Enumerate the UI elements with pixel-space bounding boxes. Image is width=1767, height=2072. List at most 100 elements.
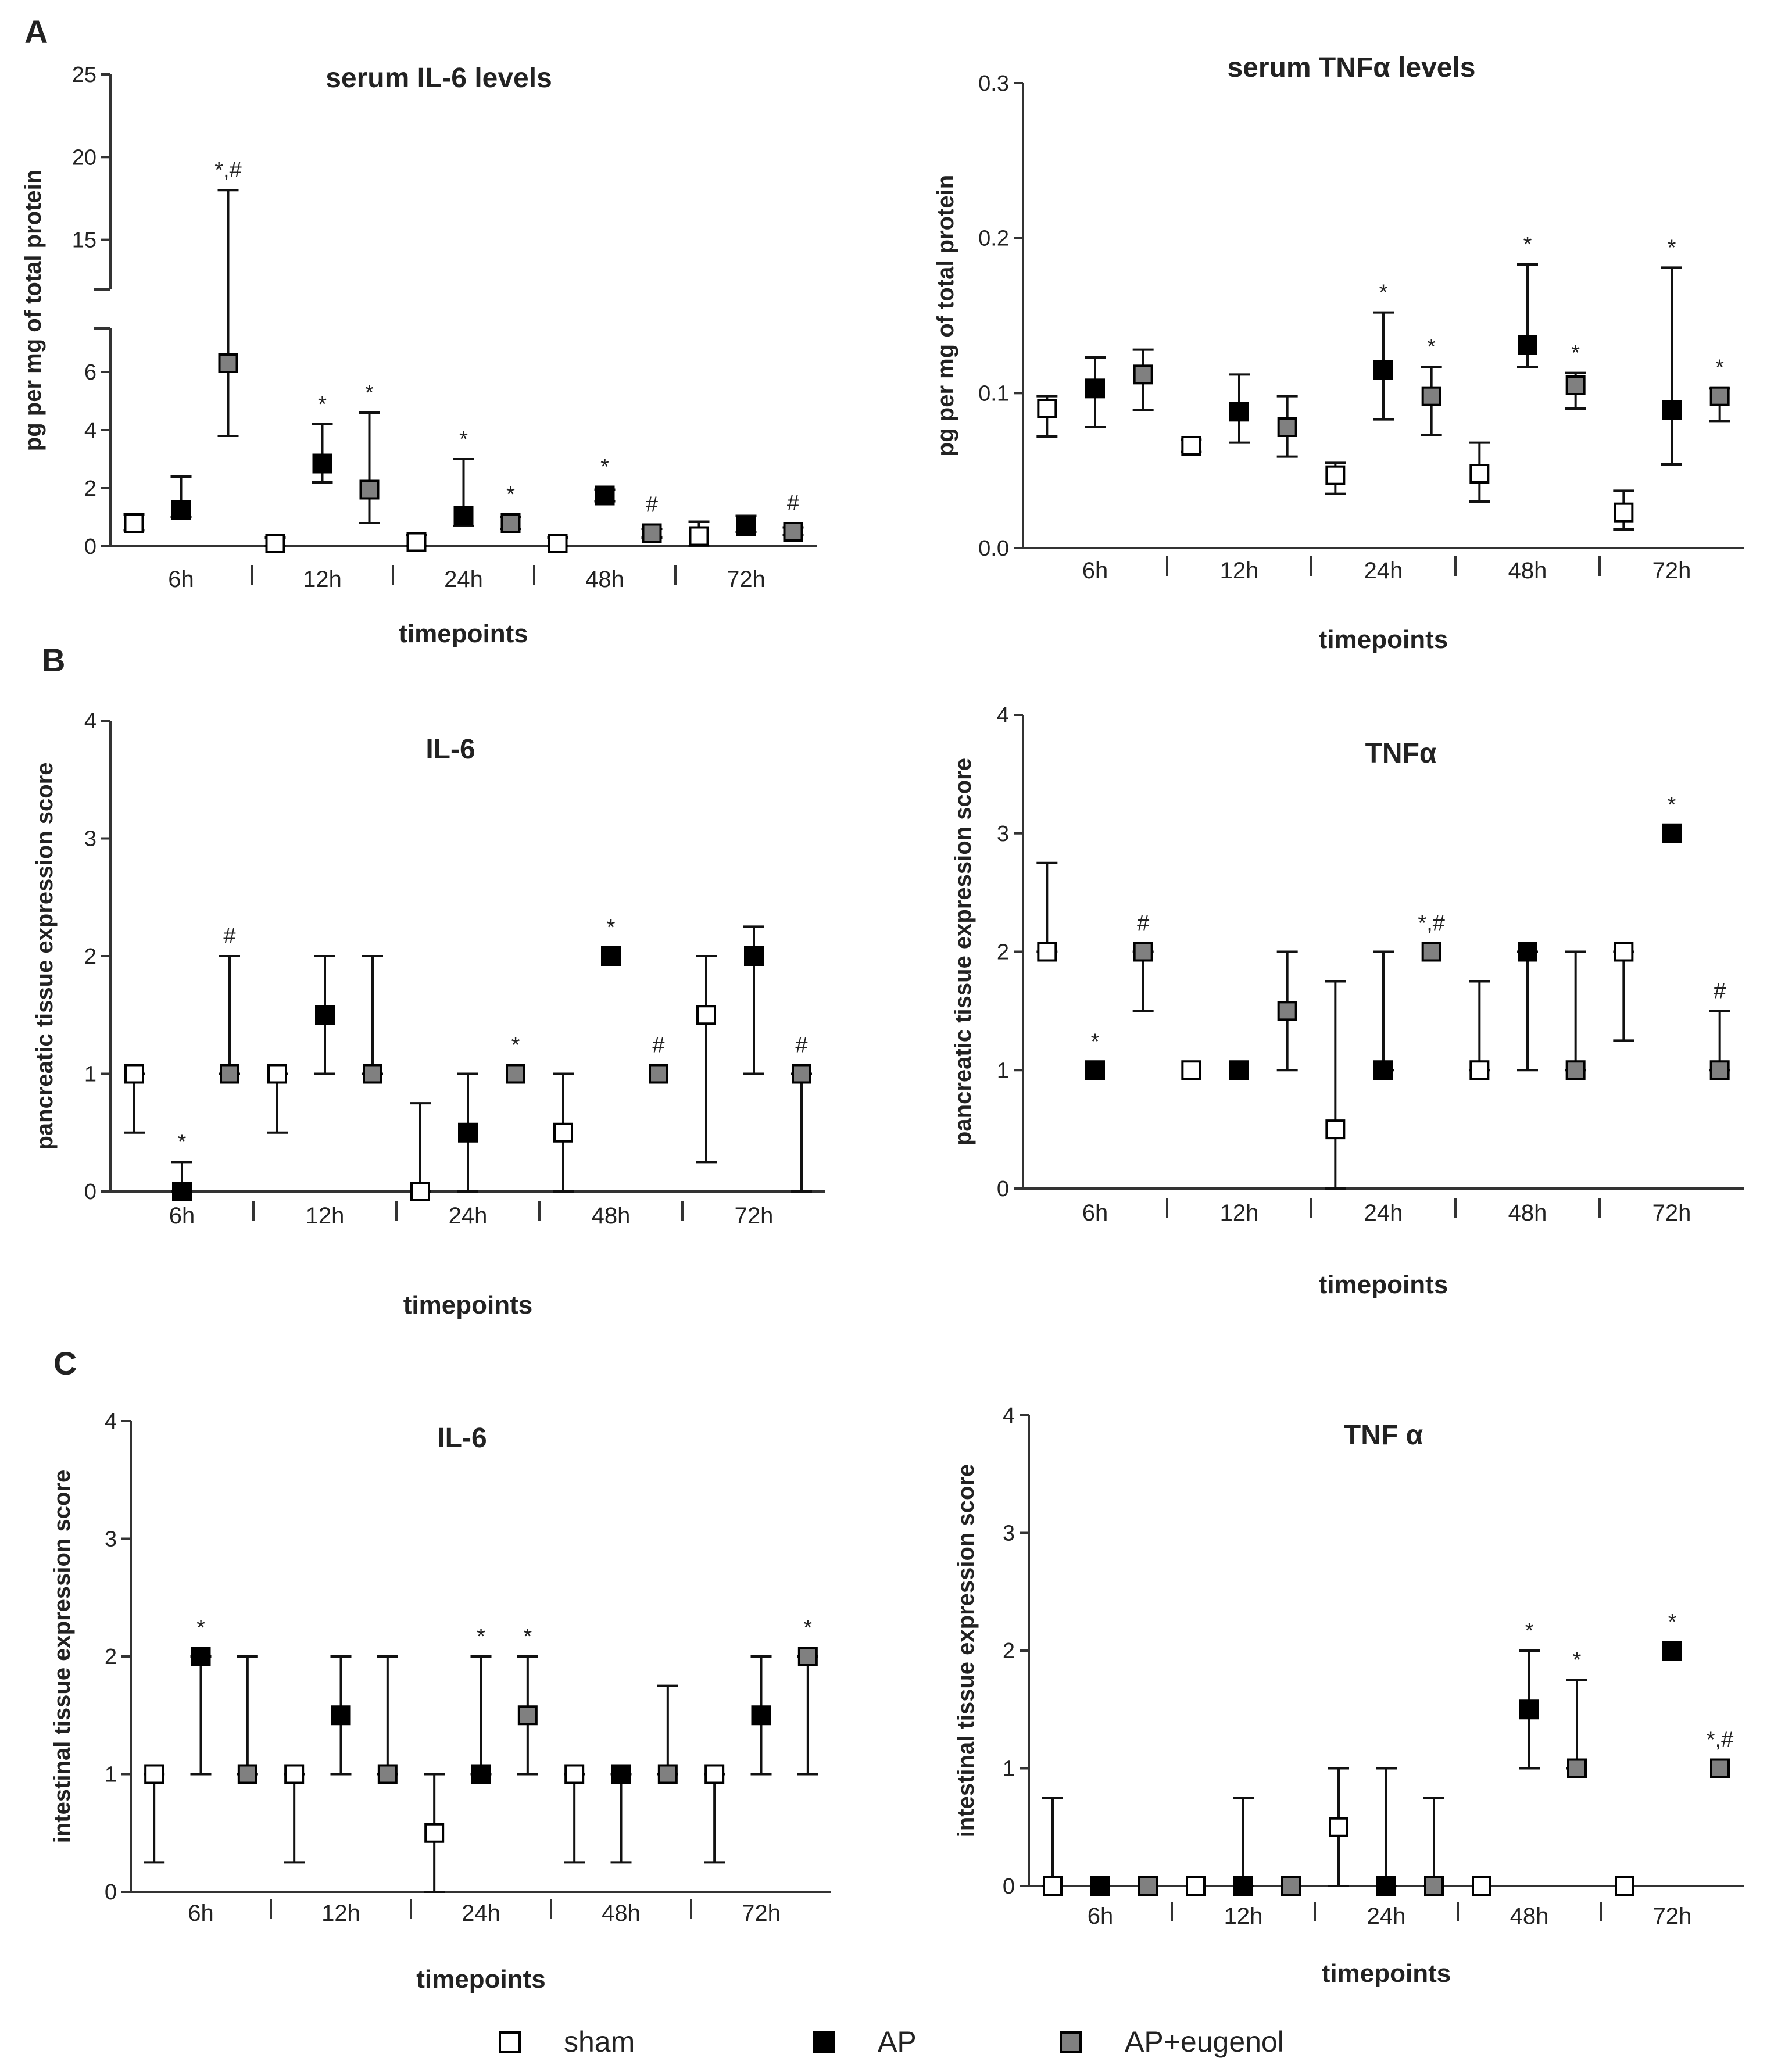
chart-title: TNFα <box>1365 738 1437 769</box>
y-tick-label: 0 <box>84 535 96 559</box>
x-tick-label: 6h <box>1088 1903 1114 1929</box>
x-tick-label: 48h <box>1510 1903 1549 1929</box>
x-tick-label: 6h <box>1082 558 1108 584</box>
y-tick-label: 0 <box>1003 1874 1015 1899</box>
y-tick-label: 3 <box>1003 1522 1015 1546</box>
data-point <box>331 1705 351 1726</box>
y-tick-label: 2 <box>1003 1639 1015 1663</box>
legend-label: AP+eugenol <box>1125 2026 1284 2058</box>
x-tick-label: 6h <box>169 1203 195 1229</box>
y-tick-label: 0 <box>84 1180 96 1204</box>
data-point <box>1373 360 1393 380</box>
significance-label: * <box>1525 1619 1534 1643</box>
data-point <box>377 1764 398 1784</box>
data-point <box>1181 436 1201 456</box>
x-tick-label: 12h <box>306 1203 345 1229</box>
x-tick-label: 48h <box>1508 558 1547 584</box>
y-tick-label: 1 <box>1003 1757 1015 1781</box>
x-tick-label: 12h <box>1220 1200 1259 1226</box>
y-tick-label: 4 <box>1003 1404 1015 1428</box>
data-point <box>1565 1060 1586 1080</box>
data-point <box>1469 1060 1490 1080</box>
x-axis-label: timepoints <box>403 1291 532 1319</box>
data-point <box>363 1064 382 1084</box>
data-point <box>553 1122 573 1143</box>
y-tick-label: 0.2 <box>978 227 1009 251</box>
significance-label: # <box>652 1033 664 1058</box>
y-tick-label: 0.1 <box>978 381 1009 406</box>
data-point <box>1229 1060 1249 1080</box>
x-tick-label: 72h <box>1652 558 1691 584</box>
significance-label: * <box>1523 232 1532 257</box>
data-point <box>1710 1758 1730 1778</box>
x-tick-label: 48h <box>1508 1200 1547 1226</box>
significance-label: *,# <box>214 158 241 182</box>
x-tick-label: 48h <box>585 567 624 592</box>
data-point <box>1277 417 1297 437</box>
y-tick-label: 25 <box>72 63 96 87</box>
y-tick-label: 6 <box>84 360 96 385</box>
data-point <box>1229 402 1249 422</box>
y-tick-label: 4 <box>84 418 96 443</box>
significance-label: # <box>1137 911 1149 936</box>
data-point <box>1281 1876 1301 1896</box>
data-point <box>1662 823 1682 843</box>
significance-label: * <box>459 427 468 452</box>
data-point <box>237 1764 257 1784</box>
data-point <box>506 1064 525 1084</box>
x-tick-label: 6h <box>1082 1200 1108 1226</box>
y-axis-label: intestinal tissue expression score <box>953 1464 979 1837</box>
legend: sham AP AP+eugenol <box>499 2026 1284 2058</box>
data-point <box>1709 386 1730 406</box>
data-point <box>1329 1817 1348 1837</box>
data-point <box>458 1122 478 1143</box>
y-tick-label: 15 <box>72 228 96 253</box>
y-tick-label: 2 <box>84 944 96 969</box>
y-tick-label: 3 <box>105 1527 117 1552</box>
data-point <box>601 946 621 966</box>
significance-label: # <box>646 493 658 517</box>
data-point <box>220 1064 239 1084</box>
legend-label: AP <box>878 2026 917 2058</box>
data-point <box>265 534 285 553</box>
data-point <box>1037 942 1057 962</box>
data-point <box>1662 1641 1682 1661</box>
data-point <box>410 1182 430 1201</box>
data-point <box>1090 1876 1110 1896</box>
x-tick-label: 24h <box>1367 1903 1406 1929</box>
chart-4: TNFα pancreatic tissue expression score ti… <box>950 703 1744 1299</box>
data-point <box>1373 1060 1393 1080</box>
y-tick-label: 0 <box>105 1880 117 1905</box>
chart-3: IL-6 pancreatic tissue expression score ti… <box>32 709 825 1319</box>
panel-letter-a: A <box>24 13 48 50</box>
x-tick-label: 12h <box>303 567 342 592</box>
x-axis-label: timepoints <box>1319 1271 1448 1299</box>
x-tick-label: 24h <box>462 1901 500 1926</box>
data-point <box>1037 399 1057 418</box>
data-point <box>424 1823 445 1843</box>
data-point <box>1565 375 1586 395</box>
significance-label: * <box>506 482 515 507</box>
y-axis-label: pg per mg of total protein <box>20 170 46 451</box>
chart-1: serum IL-6 levels pg per mg of total prot… <box>20 63 817 648</box>
x-tick-label: 6h <box>188 1901 214 1926</box>
chart-title: TNF α <box>1344 1420 1423 1451</box>
data-point <box>1615 1876 1634 1896</box>
data-point <box>1133 942 1153 962</box>
data-point <box>797 1647 818 1666</box>
x-tick-label: 24h <box>444 567 483 592</box>
y-tick-label: 0.0 <box>978 536 1009 561</box>
data-point <box>657 1764 678 1784</box>
x-tick-label: 48h <box>592 1203 631 1229</box>
chart-title: serum IL-6 levels <box>326 63 552 94</box>
data-point <box>1043 1876 1063 1896</box>
significance-label: * <box>1379 281 1388 305</box>
data-point <box>453 506 474 526</box>
y-tick-label: 4 <box>105 1409 117 1434</box>
data-point <box>1138 1876 1158 1896</box>
panel-letter-c: C <box>53 1345 77 1382</box>
chart-6: TNF α intestinal tissue expression score t… <box>953 1404 1744 1988</box>
data-point <box>1085 1060 1105 1080</box>
data-point <box>1421 386 1442 406</box>
significance-label: * <box>365 381 374 405</box>
